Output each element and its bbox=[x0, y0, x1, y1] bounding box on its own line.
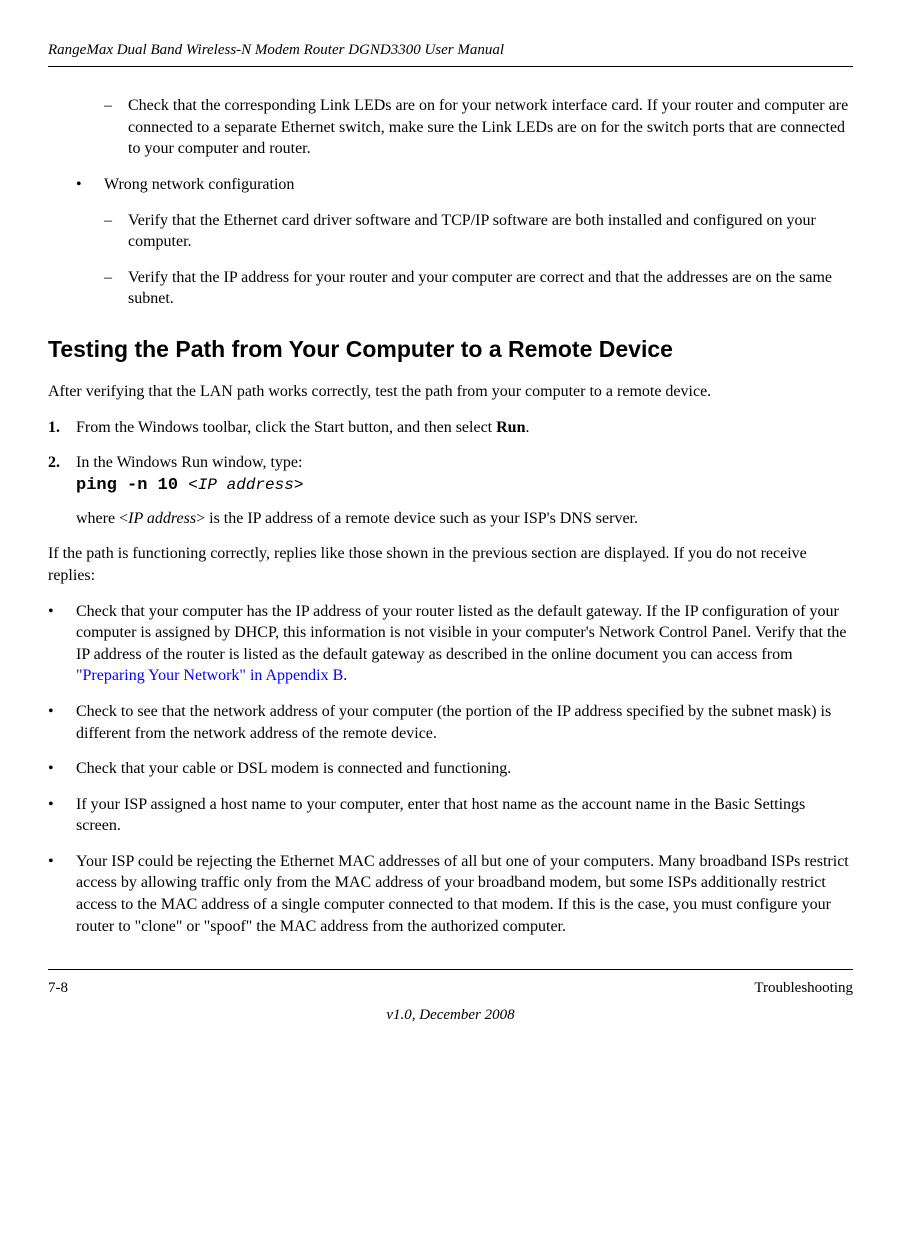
sublist-item: – Verify that the IP address for your ro… bbox=[104, 267, 853, 310]
footer-version: v1.0, December 2008 bbox=[48, 1005, 853, 1025]
bullet-body: Check that your computer has the IP addr… bbox=[76, 601, 853, 687]
bullet-item: • Check to see that the network address … bbox=[48, 701, 853, 744]
where-post: > is the IP address of a remote device s… bbox=[196, 510, 638, 527]
bullet-icon: • bbox=[48, 701, 76, 744]
bullet-item: • Wrong network configuration bbox=[76, 174, 853, 196]
run-bold: Run bbox=[496, 419, 525, 436]
intro-paragraph: After verifying that the LAN path works … bbox=[48, 381, 853, 403]
step-number: 1. bbox=[48, 417, 76, 439]
sublist-text: Check that the corresponding Link LEDs a… bbox=[128, 95, 853, 160]
where-pre: where < bbox=[76, 510, 128, 527]
code-text: ping -n 10 bbox=[76, 476, 188, 495]
bullet-text: Check to see that the network address of… bbox=[76, 701, 853, 744]
step-2: 2. In the Windows Run window, type: ping… bbox=[48, 452, 853, 529]
sublist-text: Verify that the Ethernet card driver sof… bbox=[128, 210, 853, 253]
step2-line1: In the Windows Run window, type: bbox=[76, 452, 853, 474]
code-italic: <IP address> bbox=[188, 476, 303, 494]
bullet-text: Check that your cable or DSL modem is co… bbox=[76, 758, 511, 780]
dash-icon: – bbox=[104, 267, 128, 310]
bullet-text: If your ISP assigned a host name to your… bbox=[76, 794, 853, 837]
sublist-2: – Verify that the Ethernet card driver s… bbox=[104, 210, 853, 310]
page-footer: 7-8 Troubleshooting v1.0, December 2008 bbox=[48, 969, 853, 1025]
dash-icon: – bbox=[104, 210, 128, 253]
bullet-icon: • bbox=[48, 601, 76, 687]
bullet-item: • Check that your computer has the IP ad… bbox=[48, 601, 853, 687]
bullet-item: • Your ISP could be rejecting the Ethern… bbox=[48, 851, 853, 937]
sublist-top: – Check that the corresponding Link LEDs… bbox=[104, 95, 853, 160]
step-body: From the Windows toolbar, click the Star… bbox=[76, 417, 853, 439]
bullet-item: • If your ISP assigned a host name to yo… bbox=[48, 794, 853, 837]
bullet-text-post: . bbox=[343, 667, 347, 684]
bullet-icon: • bbox=[48, 851, 76, 937]
appendix-link[interactable]: "Preparing Your Network" in Appendix B bbox=[76, 667, 343, 684]
step-body: In the Windows Run window, type: ping -n… bbox=[76, 452, 853, 529]
bullet-text: Wrong network configuration bbox=[104, 174, 294, 196]
page-number: 7-8 bbox=[48, 978, 68, 998]
sublist-text: Verify that the IP address for your rout… bbox=[128, 267, 853, 310]
bullet-item: • Check that your cable or DSL modem is … bbox=[48, 758, 853, 780]
sublist-item: – Check that the corresponding Link LEDs… bbox=[104, 95, 853, 160]
section-heading: Testing the Path from Your Computer to a… bbox=[48, 334, 853, 365]
step-text-end: . bbox=[525, 419, 529, 436]
bullet-icon: • bbox=[48, 794, 76, 837]
bullet-icon: • bbox=[76, 174, 104, 196]
footer-row: 7-8 Troubleshooting bbox=[48, 978, 853, 998]
bullet-list-2: • Check that your computer has the IP ad… bbox=[48, 601, 853, 938]
header-title: RangeMax Dual Band Wireless-N Modem Rout… bbox=[48, 42, 504, 58]
step-1: 1. From the Windows toolbar, click the S… bbox=[48, 417, 853, 439]
bullet-text: Check that your computer has the IP addr… bbox=[76, 603, 847, 663]
after-paragraph: If the path is functioning correctly, re… bbox=[48, 543, 853, 586]
where-ital: IP address bbox=[128, 510, 196, 527]
step-text: From the Windows toolbar, click the Star… bbox=[76, 419, 496, 436]
page-header: RangeMax Dual Band Wireless-N Modem Rout… bbox=[48, 40, 853, 67]
bullet-text: Your ISP could be rejecting the Ethernet… bbox=[76, 851, 853, 937]
sublist-item: – Verify that the Ethernet card driver s… bbox=[104, 210, 853, 253]
bullet-list-1: • Wrong network configuration bbox=[76, 174, 853, 196]
footer-section: Troubleshooting bbox=[754, 978, 853, 998]
step2-code: ping -n 10 <IP address> bbox=[76, 474, 853, 498]
step2-where: where <IP address> is the IP address of … bbox=[76, 508, 853, 530]
bullet-icon: • bbox=[48, 758, 76, 780]
numbered-list: 1. From the Windows toolbar, click the S… bbox=[48, 417, 853, 530]
dash-icon: – bbox=[104, 95, 128, 160]
step-number: 2. bbox=[48, 452, 76, 529]
